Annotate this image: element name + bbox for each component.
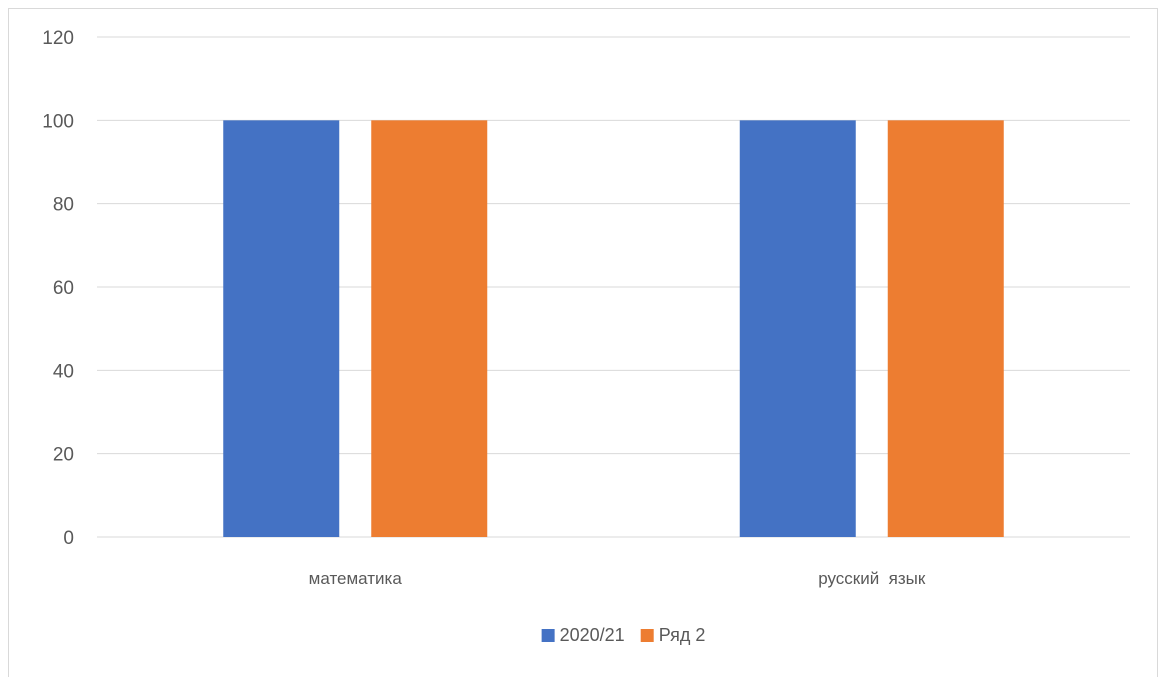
- legend-swatch: [541, 629, 555, 642]
- legend-label: 2020/21: [560, 625, 625, 645]
- x-axis-categories: математика русский язык: [309, 569, 926, 588]
- y-tick-label: 120: [42, 28, 74, 49]
- bar-series-1: [223, 120, 340, 537]
- x-category-label: математика: [309, 569, 403, 588]
- y-axis-ticks: 0 20 40 60 80 100 120: [42, 28, 74, 549]
- legend-label: Ряд 2: [659, 625, 706, 645]
- y-tick-label: 100: [42, 111, 74, 132]
- bar-series-2: [371, 120, 488, 537]
- y-tick-label: 20: [53, 445, 74, 466]
- bar-series-2: [887, 120, 1004, 537]
- legend-swatch: [640, 629, 654, 642]
- bar-series-1: [739, 120, 856, 537]
- x-category-label: русский язык: [818, 569, 926, 588]
- y-tick-label: 60: [53, 278, 74, 299]
- y-tick-label: 80: [53, 195, 74, 216]
- y-tick-label: 0: [63, 528, 74, 549]
- legend: 2020/21 Ряд 2: [541, 625, 706, 645]
- y-tick-label: 40: [53, 361, 74, 382]
- bars: [223, 120, 1004, 537]
